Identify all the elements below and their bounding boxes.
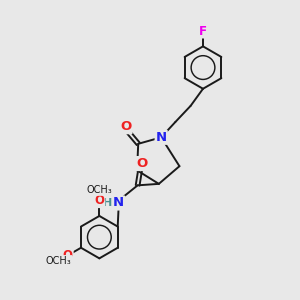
Text: OCH₃: OCH₃ bbox=[86, 185, 112, 195]
Text: O: O bbox=[120, 120, 131, 133]
Text: O: O bbox=[63, 249, 73, 262]
Text: H: H bbox=[103, 198, 112, 208]
Text: N: N bbox=[113, 196, 124, 209]
Text: N: N bbox=[156, 131, 167, 144]
Text: O: O bbox=[136, 157, 148, 170]
Text: F: F bbox=[199, 25, 207, 38]
Text: OCH₃: OCH₃ bbox=[46, 256, 72, 266]
Text: O: O bbox=[94, 194, 104, 207]
